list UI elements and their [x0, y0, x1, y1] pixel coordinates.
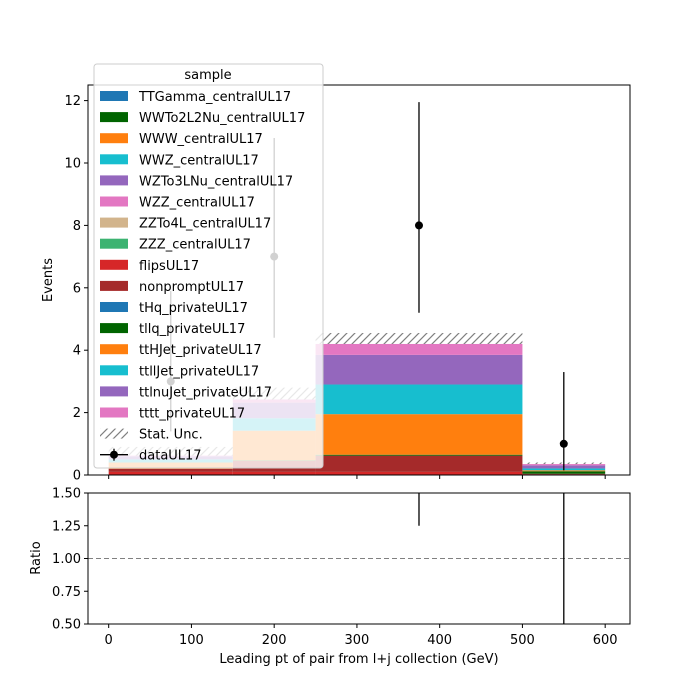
legend-swatch-15	[100, 407, 128, 418]
ratio-y-tick-label-1.50: 1.50	[52, 487, 81, 502]
legend-label-12: ttHJet_privateUL17	[139, 343, 262, 358]
legend-label-0: TTGamma_centralUL17	[138, 90, 291, 105]
main-y-tick-label-2: 2	[73, 406, 81, 421]
legend: sample TTGamma_centralUL17 WWTo2L2Nu_cent…	[93, 63, 324, 469]
bar-flipsUL17-bin-0	[108, 471, 233, 475]
main-y-tick-label-8: 8	[73, 219, 81, 234]
bar-tttt_privateUL17-bin-2	[315, 343, 523, 355]
bar-tllq_privateUL17-bin-3	[522, 471, 606, 474]
x-axis-label: Leading pt of pair from l+j collection (…	[219, 652, 498, 667]
ratio-y-tick-label-0.75: 0.75	[52, 585, 81, 600]
legend-label-4: WZTo3LNu_centralUL17	[139, 174, 293, 189]
stat-unc-bin-2	[315, 333, 523, 344]
ratio-x-tick-label-300: 300	[345, 633, 370, 648]
legend-swatch-12	[100, 344, 128, 355]
data-point-2	[414, 221, 423, 230]
legend-label-6: ZZTo4L_centralUL17	[139, 217, 271, 232]
legend-swatch-7	[100, 238, 128, 249]
data-point-3	[559, 439, 568, 448]
legend-swatch-10	[100, 302, 128, 312]
legend-swatch-8	[100, 259, 128, 270]
ratio-y-ticks: 0.50 0.75 1.00 1.25 1.50	[52, 487, 88, 633]
ratio-x-tick-label-500: 500	[510, 633, 535, 648]
legend-label-2: WWW_centralUL17	[139, 132, 263, 147]
legend-label-5: WZZ_centralUL17	[139, 196, 255, 211]
ratio-error-bars	[418, 493, 565, 624]
legend-swatch-2	[100, 133, 128, 144]
bar-nonpromptUL17-bin-2	[315, 455, 523, 472]
ratio-x-tick-label-200: 200	[262, 633, 287, 648]
main-y-axis-label: Events	[41, 258, 56, 302]
main-y-tick-label-10: 10	[64, 157, 81, 172]
bar-flipsUL17-bin-1	[232, 471, 316, 475]
legend-box	[93, 63, 324, 469]
legend-label-13: ttllJet_privateUL17	[139, 364, 259, 379]
legend-swatch-0	[100, 91, 128, 101]
main-y-ticks: 0 2 4 6 8 10 12	[64, 94, 88, 484]
bar-ttlnuJet_privateUL17-bin-2	[315, 354, 523, 385]
legend-label-1: WWTo2L2Nu_centralUL17	[139, 111, 305, 126]
main-y-tick-label-6: 6	[73, 281, 81, 296]
legend-swatch-13	[100, 365, 128, 376]
legend-swatch-14	[100, 386, 128, 397]
ratio-x-tick-label-600: 600	[593, 633, 618, 648]
legend-label-14: ttlnuJet_privateUL17	[139, 385, 272, 400]
legend-data-marker	[110, 450, 118, 459]
ratio-x-ticks: 0 100 200 300 400 500 600	[105, 624, 618, 648]
ratio-x-tick-label-0: 0	[105, 633, 113, 648]
bar-ttllJet_privateUL17-bin-2	[315, 384, 523, 415]
legend-label-7: ZZZ_centralUL17	[139, 238, 251, 253]
bar-nonpromptUL17-bin-3	[522, 473, 606, 475]
legend-swatch-3	[100, 154, 128, 165]
bar-tllq_privateUL17-bin-2	[315, 454, 523, 456]
main-y-tick-label-4: 4	[73, 344, 81, 359]
legend-swatch-9	[100, 280, 128, 291]
legend-swatch-4	[100, 175, 128, 186]
legend-title: sample	[184, 68, 231, 83]
ratio-y-axis-label: Ratio	[29, 541, 44, 574]
legend-label-8: flipsUL17	[139, 259, 199, 274]
main-y-tick-label-12: 12	[64, 94, 81, 109]
legend-label-11: tllq_privateUL17	[139, 322, 245, 337]
legend-entries: TTGamma_centralUL17 WWTo2L2Nu_centralUL17…	[100, 90, 305, 464]
legend-label-17: dataUL17	[139, 449, 202, 464]
legend-label-16: Stat. Unc.	[139, 428, 203, 443]
legend-swatch-stat-unc	[100, 428, 128, 439]
legend-swatch-5	[100, 196, 128, 207]
ratio-y-tick-label-1.25: 1.25	[52, 519, 81, 534]
bar-ttHJet_privateUL17-bin-3	[522, 470, 606, 472]
main-y-tick-label-0: 0	[73, 469, 81, 484]
ratio-y-tick-label-0.50: 0.50	[52, 618, 81, 633]
bar-flipsUL17-bin-2	[315, 471, 523, 475]
main-x-ticks	[108, 475, 606, 479]
bar-nonpromptUL17-bin-0	[108, 468, 233, 472]
main-plot-frame	[87, 84, 631, 476]
bar-ttHJet_privateUL17-bin-2	[315, 414, 523, 455]
ratio-panel: 0 100 200 300 400 500 600 0.50 0.75 1.00 1.25 1.50…	[29, 487, 631, 667]
legend-label-9: nonpromptUL17	[139, 280, 244, 295]
legend-swatch-6	[100, 217, 128, 228]
legend-swatch-1	[100, 112, 128, 123]
legend-label-10: tHq_privateUL17	[139, 301, 248, 316]
ratio-x-tick-label-400: 400	[427, 633, 452, 648]
legend-label-3: WWZ_centralUL17	[139, 153, 259, 168]
ratio-y-tick-label-1.00: 1.00	[52, 552, 81, 567]
legend-label-15: tttt_privateUL17	[139, 407, 245, 422]
legend-swatch-11	[100, 323, 128, 334]
ratio-x-tick-label-100: 100	[179, 633, 204, 648]
